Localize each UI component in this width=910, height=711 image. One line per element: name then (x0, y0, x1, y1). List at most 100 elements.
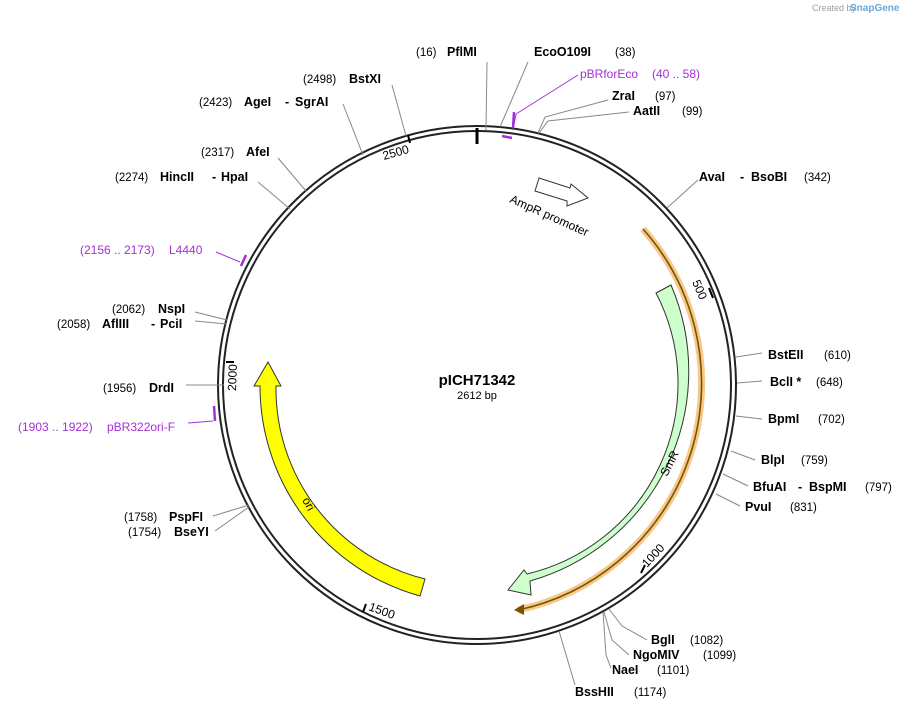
leader-ngomiv (603, 611, 630, 656)
primer-l4440-range: (2156 .. 2173) (80, 243, 155, 257)
ampr-promoter-feature[interactable] (534, 177, 589, 207)
site-sgrai-name[interactable]: SgrAI (295, 95, 328, 109)
site-pspfi-name[interactable]: PspFI (169, 510, 203, 524)
leader-pbrforeco (512, 74, 579, 131)
leader-avai (666, 179, 699, 209)
tick-1500: 1500 (367, 600, 397, 622)
leader-pvui (715, 493, 741, 507)
site-bstxi-pos: (2498) (303, 74, 336, 86)
leader-bpmi (735, 415, 763, 420)
smr-feature[interactable] (507, 284, 690, 596)
primer-l4440-name[interactable]: L4440 (169, 243, 203, 257)
site-pflmi-name[interactable]: PflMI (447, 45, 477, 59)
site-agei-pos: (2423) (199, 97, 232, 109)
primer-mark-pbr322ori (212, 405, 217, 422)
site-blpi-name[interactable]: BlpI (761, 453, 785, 467)
site-afei-name[interactable]: AfeI (246, 145, 270, 159)
site-zrai-pos: (97) (655, 91, 676, 103)
site-hincii-dash: - (212, 170, 216, 184)
leader-bcli (736, 380, 763, 384)
credit-text: Created by (812, 3, 857, 13)
site-agei-dash: - (285, 95, 289, 109)
primer-pbr322ori-name[interactable]: pBR322ori-F (107, 420, 175, 434)
leader-bseyi (214, 506, 250, 532)
site-avai-name[interactable]: AvaI (699, 170, 725, 184)
site-pvui-pos: (831) (790, 502, 817, 514)
primer-mark-pbrforeco (501, 134, 513, 140)
site-afliii-name[interactable]: AflIII (102, 317, 129, 331)
site-bfuai-name[interactable]: BfuAI (753, 480, 786, 494)
site-pvui-name[interactable]: PvuI (745, 500, 771, 514)
tick-2500: 2500 (381, 142, 411, 163)
ori-feature[interactable] (253, 360, 426, 597)
primer-pbrforeco-name[interactable]: pBRforEco (580, 67, 638, 81)
site-bsobi-name[interactable]: BsoBI (751, 170, 787, 184)
site-hincii-name[interactable]: HincII (160, 170, 194, 184)
leader-agei (342, 103, 364, 156)
primer-leaders (187, 74, 579, 424)
site-agei-name[interactable]: AgeI (244, 95, 271, 109)
leader-afliii (194, 320, 228, 325)
site-naei-pos: (1101) (657, 665, 690, 677)
site-ecoo109i-pos: (38) (615, 47, 636, 59)
site-pflmi-pos: (16) (416, 47, 437, 59)
site-avai-dash: - (740, 170, 744, 184)
site-drdi-name[interactable]: DrdI (149, 381, 174, 395)
site-bsteii-pos: (610) (824, 350, 851, 362)
site-blpi-pos: (759) (801, 455, 828, 467)
site-bpmi-pos: (702) (818, 414, 845, 426)
primer-pbr322ori-range: (1903 .. 1922) (18, 420, 93, 434)
leader-zrai (537, 99, 609, 134)
leader-pbr322ori (187, 420, 214, 424)
leader-bsteii (735, 352, 763, 358)
tick-2000: 2000 (225, 364, 240, 391)
site-ngomiv-name[interactable]: NgoMIV (633, 648, 680, 662)
site-pspfi-pos: (1758) (124, 512, 157, 524)
leader-bsshii (558, 630, 576, 686)
site-nspi-pos: (2062) (112, 304, 145, 316)
site-nspi-name[interactable]: NspI (158, 302, 185, 316)
site-aatii-pos: (99) (682, 106, 703, 118)
leader-aatii (538, 111, 630, 134)
site-bsshii-name[interactable]: BssHII (575, 685, 614, 699)
site-bstxi-name[interactable]: BstXI (349, 72, 381, 86)
site-afei-pos: (2317) (201, 147, 234, 159)
site-ngomiv-pos: (1099) (703, 650, 736, 662)
tick-500-mark (708, 287, 714, 299)
site-bsteii-name[interactable]: BstEII (768, 348, 803, 362)
leader-blpi (730, 450, 756, 461)
site-naei-name[interactable]: NaeI (612, 663, 638, 677)
leader-naei (602, 611, 612, 669)
smr-label: SmR (657, 448, 682, 478)
site-bcli-name[interactable]: BclI * (770, 375, 801, 389)
site-bspmi-name[interactable]: BspMI (809, 480, 847, 494)
site-bgli-name[interactable]: BglI (651, 633, 675, 647)
site-zrai-name[interactable]: ZraI (612, 89, 635, 103)
leader-bfuai (722, 473, 749, 487)
site-bsshii-pos: (1174) (634, 687, 667, 699)
site-aatii-name[interactable]: AatII (633, 104, 660, 118)
plasmid-length: 2612 bp (457, 390, 497, 402)
leader-afei (277, 157, 307, 192)
tick-1000-mark (640, 564, 646, 574)
site-bfuai-dash: - (798, 480, 802, 494)
primer-mark-l4440 (239, 254, 248, 267)
primer-tick-pbrforeco (511, 111, 516, 129)
ori-label: ori (299, 495, 318, 513)
site-leaders (186, 61, 763, 686)
site-pcii-name[interactable]: PciI (160, 317, 182, 331)
site-bseyi-name[interactable]: BseYI (174, 525, 209, 539)
site-hincii-pos: (2274) (115, 172, 148, 184)
site-bgli-pos: (1082) (690, 635, 723, 647)
site-bfuai-pos: (797) (865, 482, 892, 494)
leader-bgli (608, 608, 648, 641)
site-bpmi-name[interactable]: BpmI (768, 412, 799, 426)
snapgene-logo: SnapGene (850, 3, 900, 14)
site-hpai-name[interactable]: HpaI (221, 170, 248, 184)
primer-marks (212, 111, 516, 422)
site-ecoo109i-name[interactable]: EcoO109I (534, 45, 591, 59)
leader-pflmi (485, 61, 488, 131)
site-bseyi-pos: (1754) (128, 527, 161, 539)
